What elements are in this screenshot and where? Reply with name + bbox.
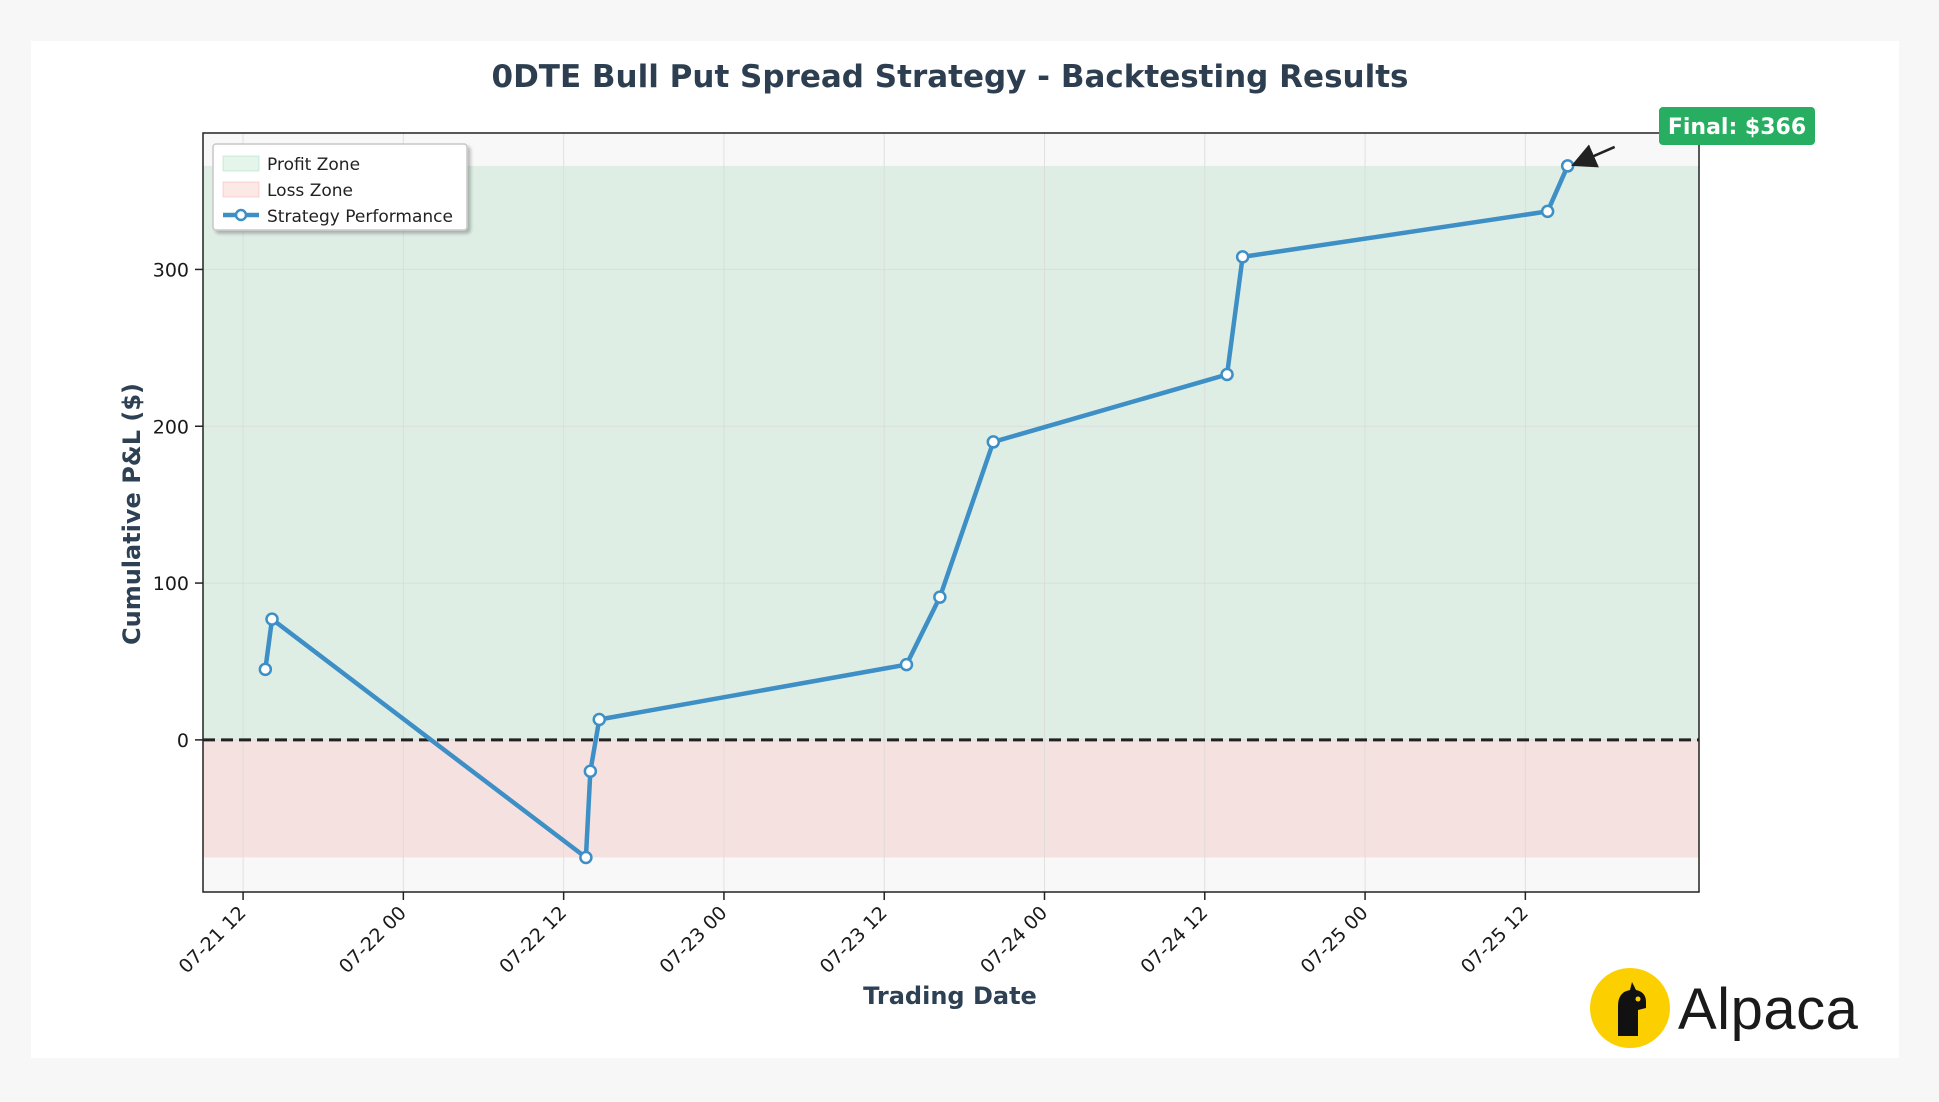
alpaca-icon xyxy=(1590,968,1670,1048)
annotation-arrow xyxy=(1571,144,1616,168)
x-tick-label: 07-21 12 xyxy=(175,902,251,978)
x-tick-label: 07-22 12 xyxy=(495,902,571,978)
alpaca-logo: Alpaca xyxy=(1588,966,1888,1056)
x-tick-label: 07-24 00 xyxy=(976,902,1052,978)
legend-swatch-marker xyxy=(234,208,248,222)
y-tick-label: 300 xyxy=(153,259,189,281)
series-group xyxy=(258,159,1575,865)
data-point xyxy=(579,850,593,865)
data-point xyxy=(933,590,947,604)
x-axis: 07-21 12 07-22 00 07-22 12 07-23 00 07-23 12… xyxy=(175,892,1533,978)
loss-zone xyxy=(203,739,1699,858)
data-point xyxy=(583,764,598,778)
x-tick-label: 07-25 00 xyxy=(1297,902,1373,978)
y-tick-label: 100 xyxy=(153,573,189,595)
data-point xyxy=(1235,250,1250,264)
chart: 0DTE Bull Put Spread Strategy - Backtest… xyxy=(118,59,1815,1010)
series-line xyxy=(263,163,1570,860)
x-axis-title: Trading Date xyxy=(863,982,1037,1010)
final-annotation: Final: $366 xyxy=(1571,107,1815,168)
data-point xyxy=(1540,204,1555,219)
grid xyxy=(203,133,1699,892)
y-tick-label: 0 xyxy=(177,730,189,752)
x-tick-label: 07-23 12 xyxy=(816,902,892,978)
legend-swatch-profit xyxy=(222,155,260,172)
y-axis-title: Cumulative P&L ($) xyxy=(118,383,146,645)
data-point xyxy=(1560,159,1575,173)
alpaca-logo-text: Alpaca xyxy=(1678,977,1859,1042)
y-tick-label: 200 xyxy=(153,416,189,438)
x-tick-label: 07-23 00 xyxy=(655,902,731,978)
legend-label: Loss Zone xyxy=(267,181,353,201)
plot-frame xyxy=(202,132,1700,893)
legend-label: Profit Zone xyxy=(267,155,360,175)
zones xyxy=(203,165,1699,858)
data-point xyxy=(899,657,914,672)
y-axis: 0 100 200 300 xyxy=(153,259,203,752)
legend-swatch-loss xyxy=(222,181,260,198)
x-tick-label: 07-25 12 xyxy=(1457,902,1533,978)
data-point xyxy=(1220,367,1234,382)
x-tick-label: 07-22 00 xyxy=(335,902,411,978)
legend: Profit Zone Loss Zone Strategy Performance xyxy=(212,143,468,231)
chart-card: 0DTE Bull Put Spread Strategy - Backtest… xyxy=(31,41,1899,1058)
legend-label: Strategy Performance xyxy=(267,207,453,227)
x-tick-label: 07-24 12 xyxy=(1136,902,1212,978)
data-point xyxy=(265,612,279,626)
data-point xyxy=(592,712,607,727)
annotation-box xyxy=(1659,107,1815,145)
annotation-text: Final: $366 xyxy=(1668,115,1806,140)
plot-background xyxy=(203,133,1699,892)
data-point xyxy=(986,435,1001,449)
data-point xyxy=(258,662,273,677)
profit-zone xyxy=(203,165,1699,740)
chart-title: 0DTE Bull Put Spread Strategy - Backtest… xyxy=(492,59,1409,95)
